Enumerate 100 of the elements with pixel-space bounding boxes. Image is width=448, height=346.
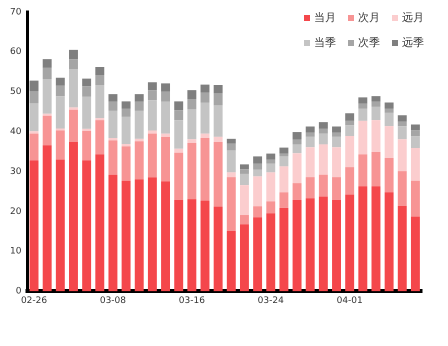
bar bbox=[253, 176, 262, 206]
bar bbox=[318, 134, 328, 144]
bar bbox=[372, 186, 380, 292]
bar bbox=[266, 164, 276, 172]
bar bbox=[292, 153, 302, 184]
bar bbox=[214, 206, 223, 292]
bar bbox=[108, 140, 118, 175]
bar bbox=[82, 86, 92, 97]
bar bbox=[187, 199, 196, 292]
bar bbox=[122, 108, 131, 117]
x-tick-label: 03-08 bbox=[100, 296, 126, 306]
bar bbox=[82, 78, 92, 86]
y-tick-label: 10 bbox=[10, 246, 22, 257]
bar bbox=[161, 102, 170, 134]
bar bbox=[279, 166, 288, 192]
bar bbox=[30, 80, 38, 92]
bar bbox=[82, 96, 92, 129]
bar bbox=[226, 138, 236, 144]
bar bbox=[134, 141, 144, 180]
bar bbox=[292, 183, 302, 200]
bar bbox=[266, 201, 276, 214]
bar bbox=[82, 130, 92, 160]
bar bbox=[134, 110, 144, 139]
bar bbox=[266, 213, 276, 292]
bar bbox=[358, 154, 368, 186]
bar bbox=[398, 171, 407, 206]
bar bbox=[174, 152, 184, 200]
bar bbox=[200, 102, 210, 134]
bar bbox=[30, 160, 38, 292]
bar bbox=[148, 100, 157, 130]
bar bbox=[161, 92, 170, 102]
bar bbox=[345, 167, 354, 195]
bar bbox=[214, 84, 223, 94]
bar bbox=[226, 172, 236, 178]
x-tick-label: 04-01 bbox=[336, 296, 363, 306]
bar bbox=[161, 182, 170, 292]
bar bbox=[384, 126, 394, 158]
bar bbox=[266, 172, 276, 202]
bar bbox=[174, 200, 184, 292]
bar bbox=[279, 208, 288, 292]
bar bbox=[187, 109, 196, 140]
bar bbox=[95, 67, 104, 76]
bar bbox=[318, 196, 328, 292]
bar bbox=[306, 198, 315, 292]
bar bbox=[240, 215, 249, 224]
bar bbox=[332, 200, 341, 292]
bar bbox=[384, 102, 394, 109]
x-tick-label: 02-26 bbox=[20, 296, 48, 306]
bar bbox=[253, 206, 262, 218]
bar bbox=[95, 75, 104, 85]
bar bbox=[187, 139, 196, 143]
bar bbox=[200, 138, 210, 201]
bar bbox=[384, 112, 394, 126]
bar bbox=[42, 59, 52, 68]
y-tick-label: 70 bbox=[10, 7, 22, 18]
bar bbox=[345, 125, 354, 136]
bar bbox=[332, 132, 341, 137]
bar bbox=[200, 200, 210, 292]
bar bbox=[187, 90, 196, 99]
bar bbox=[358, 120, 368, 154]
bar bbox=[134, 102, 144, 111]
bar bbox=[306, 136, 315, 148]
bar bbox=[56, 86, 65, 96]
bar bbox=[410, 136, 420, 148]
bar bbox=[200, 92, 210, 103]
bar bbox=[372, 120, 380, 152]
bar bbox=[266, 160, 276, 164]
bar bbox=[372, 152, 380, 186]
bar bbox=[345, 136, 354, 168]
bar bbox=[358, 186, 368, 292]
bar bbox=[266, 154, 276, 160]
bar bbox=[240, 169, 249, 174]
bar bbox=[122, 101, 131, 109]
y-tick-label: 0 bbox=[16, 286, 22, 297]
bar bbox=[410, 180, 420, 217]
bar bbox=[134, 180, 144, 292]
bar bbox=[200, 134, 210, 138]
bar bbox=[398, 206, 407, 292]
bar bbox=[214, 142, 223, 207]
bar bbox=[240, 224, 249, 292]
bar bbox=[279, 148, 288, 154]
bar bbox=[372, 96, 380, 102]
bar bbox=[69, 50, 78, 60]
bar bbox=[187, 142, 196, 200]
bar bbox=[318, 174, 328, 197]
legend-label: 远月 bbox=[402, 10, 424, 25]
bar bbox=[95, 84, 104, 118]
bar bbox=[69, 69, 78, 108]
bar bbox=[56, 78, 65, 86]
bar bbox=[42, 145, 52, 292]
bar bbox=[306, 177, 315, 198]
bar bbox=[30, 134, 38, 160]
bar bbox=[226, 144, 236, 150]
bar bbox=[318, 122, 328, 129]
bar bbox=[240, 185, 249, 216]
bar bbox=[253, 164, 262, 170]
bar bbox=[148, 90, 157, 100]
bar bbox=[279, 156, 288, 166]
bar bbox=[398, 139, 407, 172]
bar bbox=[161, 134, 170, 137]
